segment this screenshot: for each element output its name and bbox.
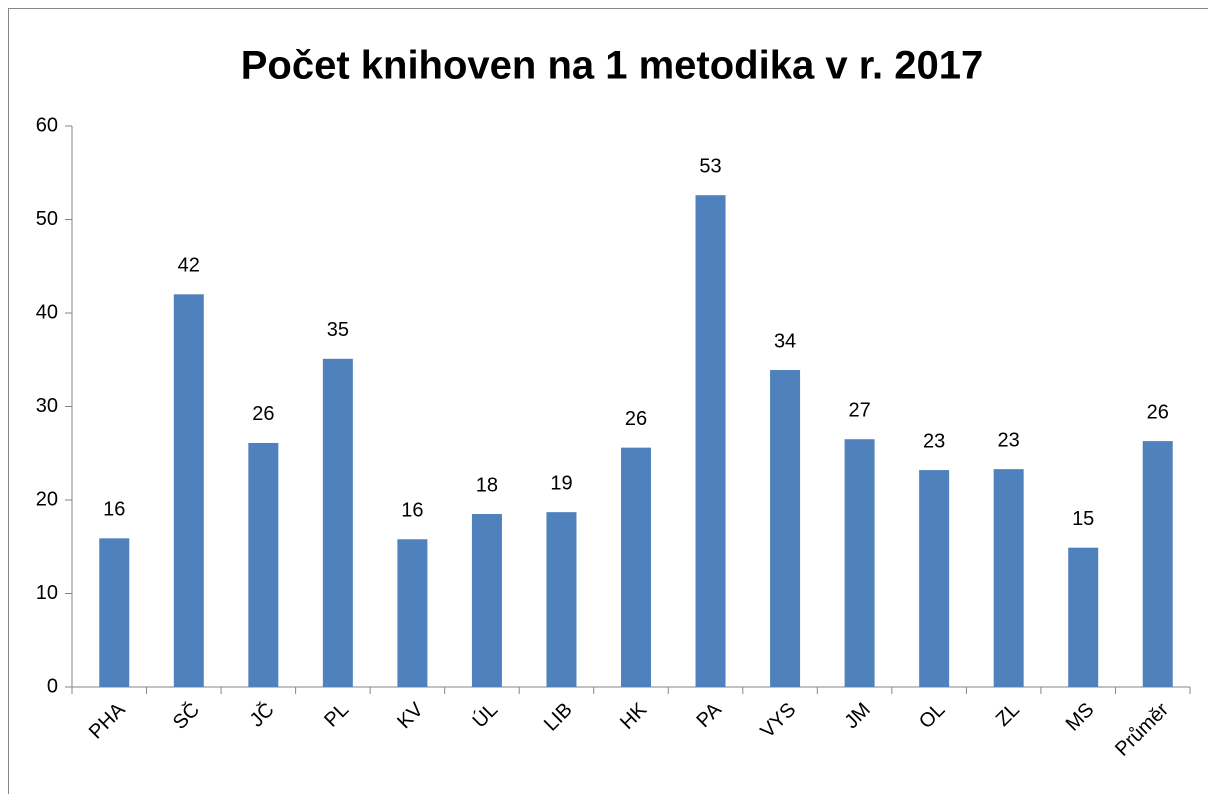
y-tick-label: 20 — [36, 488, 58, 510]
y-tick-label: 50 — [36, 208, 58, 230]
data-label: 15 — [1072, 508, 1094, 530]
y-tick-label: 40 — [36, 301, 58, 323]
bar — [993, 469, 1024, 687]
data-label: 35 — [327, 319, 349, 341]
y-tick-label: 60 — [36, 114, 58, 136]
data-label: 16 — [103, 499, 125, 521]
bar — [770, 370, 801, 687]
data-label: 23 — [923, 430, 945, 452]
data-label: 53 — [699, 155, 721, 177]
data-label: 26 — [625, 408, 647, 430]
bar — [173, 294, 204, 687]
data-label: 19 — [550, 472, 572, 494]
bar — [695, 195, 726, 687]
data-label: 42 — [178, 255, 200, 277]
bar — [322, 358, 353, 687]
bar — [99, 538, 130, 687]
data-label: 23 — [998, 429, 1020, 451]
data-label: 16 — [401, 500, 423, 522]
data-label: 26 — [252, 403, 274, 425]
y-tick-label: 30 — [36, 395, 58, 417]
bar — [471, 514, 502, 687]
data-label: 18 — [476, 474, 498, 496]
bar — [621, 447, 651, 687]
y-tick-label: 10 — [36, 582, 58, 604]
bar — [1068, 547, 1099, 687]
chart-title: Počet knihoven na 1 metodika v r. 2017 — [241, 44, 984, 88]
data-label: 26 — [1147, 401, 1169, 423]
data-label: 34 — [774, 330, 796, 352]
bar — [919, 470, 950, 687]
bar — [546, 512, 577, 687]
bar — [1142, 441, 1173, 687]
bar — [397, 539, 428, 687]
bar — [844, 439, 875, 687]
bar — [248, 442, 279, 687]
data-label: 27 — [848, 400, 870, 422]
y-tick-label: 0 — [47, 675, 58, 697]
